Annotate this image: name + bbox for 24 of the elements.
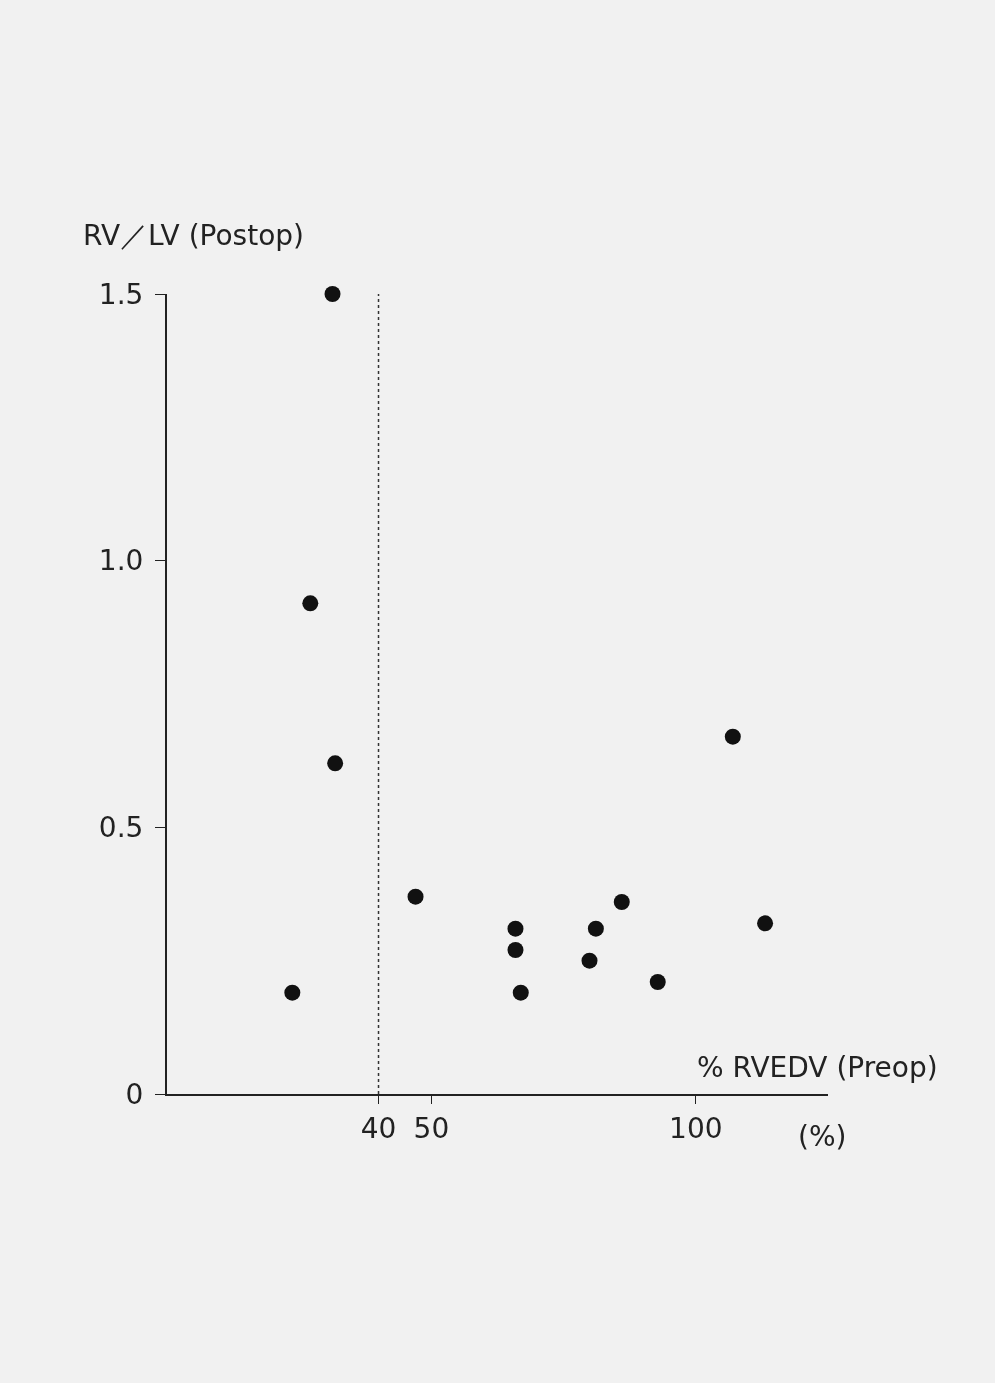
x-axis-title: % RVEDV (Preop) [697,1051,938,1084]
text: (%) [798,1120,847,1153]
point [284,984,301,1001]
point [649,974,666,990]
y-tick-label: 1.5 [98,277,144,311]
point [507,942,524,958]
y-tick-label: 0 [125,1077,144,1111]
point [724,728,741,745]
x-tick-label: 50 [413,1111,450,1145]
x-tick-label: 100 [669,1111,723,1145]
y-axis-title: RV／LV (Postop) [83,219,304,252]
point [324,286,341,302]
point [327,755,344,772]
point [613,894,630,910]
point [757,915,774,932]
point [407,888,424,905]
y-tick-label: 1.0 [98,544,144,578]
x-tick-label: 40 [360,1111,397,1145]
point [302,595,319,612]
point [587,920,604,937]
y-tick-label: 0.5 [98,811,144,845]
point [512,984,529,1001]
point [581,952,598,969]
point [507,920,524,937]
